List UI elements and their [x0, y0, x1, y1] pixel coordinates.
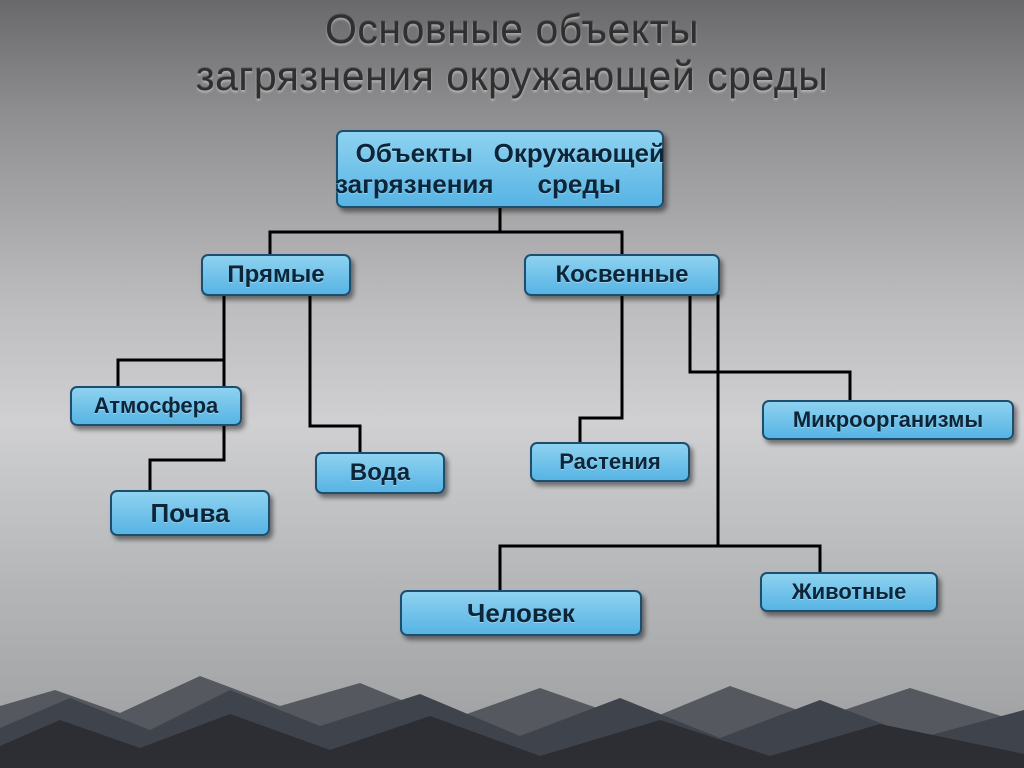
edge-root-indirect [500, 208, 622, 254]
node-micro: Микроорганизмы [762, 400, 1014, 440]
node-human: Человек [400, 590, 642, 636]
node-label-line: Вода [350, 459, 410, 487]
node-water: Вода [315, 452, 445, 494]
title-line: Основные объекты [325, 6, 699, 52]
node-label-line: Окружающей среды [494, 138, 665, 200]
edge-indirect-human [500, 546, 718, 590]
node-atm: Атмосфера [70, 386, 242, 426]
node-soil: Почва [110, 490, 270, 536]
node-label-line: Атмосфера [94, 393, 219, 419]
node-root: Объекты загрязненияОкружающей среды [336, 130, 664, 208]
node-label-line: Растения [559, 449, 661, 475]
page-title: Основные объектызагрязнения окружающей с… [0, 6, 1024, 100]
connector-layer [0, 0, 1024, 768]
title-line: загрязнения окружающей среды [196, 53, 828, 99]
node-label-line: Объекты загрязнения [335, 138, 494, 200]
node-direct: Прямые [201, 254, 351, 296]
edge-direct-water [310, 296, 360, 452]
mountain-front [0, 714, 1024, 768]
node-indirect: Косвенные [524, 254, 720, 296]
node-plants: Растения [530, 442, 690, 482]
node-label-line: Прямые [227, 261, 324, 289]
edge-indirect-micro [690, 296, 850, 400]
node-label-line: Косвенные [556, 261, 689, 289]
edge-indirect-plants [580, 296, 622, 442]
edge-root-direct [270, 208, 500, 254]
edge-direct-atm [118, 296, 224, 386]
node-label-line: Микроорганизмы [793, 407, 983, 433]
node-label-line: Человек [467, 598, 575, 629]
node-label-line: Почва [150, 498, 229, 529]
mountain-mid [0, 690, 1024, 768]
mountain-back [0, 676, 1024, 768]
node-animals: Животные [760, 572, 938, 612]
node-label-line: Животные [792, 579, 907, 605]
mountain-silhouette [0, 628, 1024, 768]
